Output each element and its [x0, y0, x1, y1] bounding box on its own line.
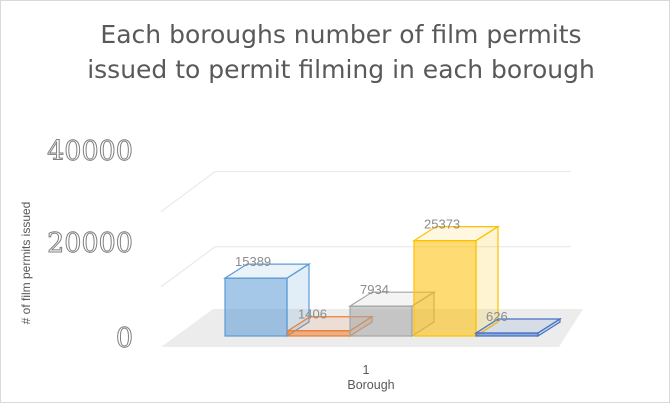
gridline-side — [160, 246, 216, 288]
chart-title: Each boroughs number of film permits iss… — [87, 20, 595, 84]
y-tick-label: 0 — [116, 323, 133, 354]
bar-4 — [411, 225, 501, 338]
data-label: 626 — [486, 309, 508, 324]
y-tick-label: 40000 — [47, 136, 133, 167]
data-label: 7934 — [360, 282, 389, 297]
bar-1 — [222, 263, 312, 338]
gridline-side — [160, 171, 216, 213]
x-axis-label: Borough — [347, 378, 395, 392]
x-tick-label: 1 — [363, 363, 370, 377]
data-label: 1406 — [298, 307, 327, 322]
y-tick-label: 20000 — [47, 228, 133, 259]
data-label: 15389 — [235, 254, 271, 269]
bar-5 — [473, 317, 563, 338]
data-label: 25373 — [424, 217, 460, 232]
